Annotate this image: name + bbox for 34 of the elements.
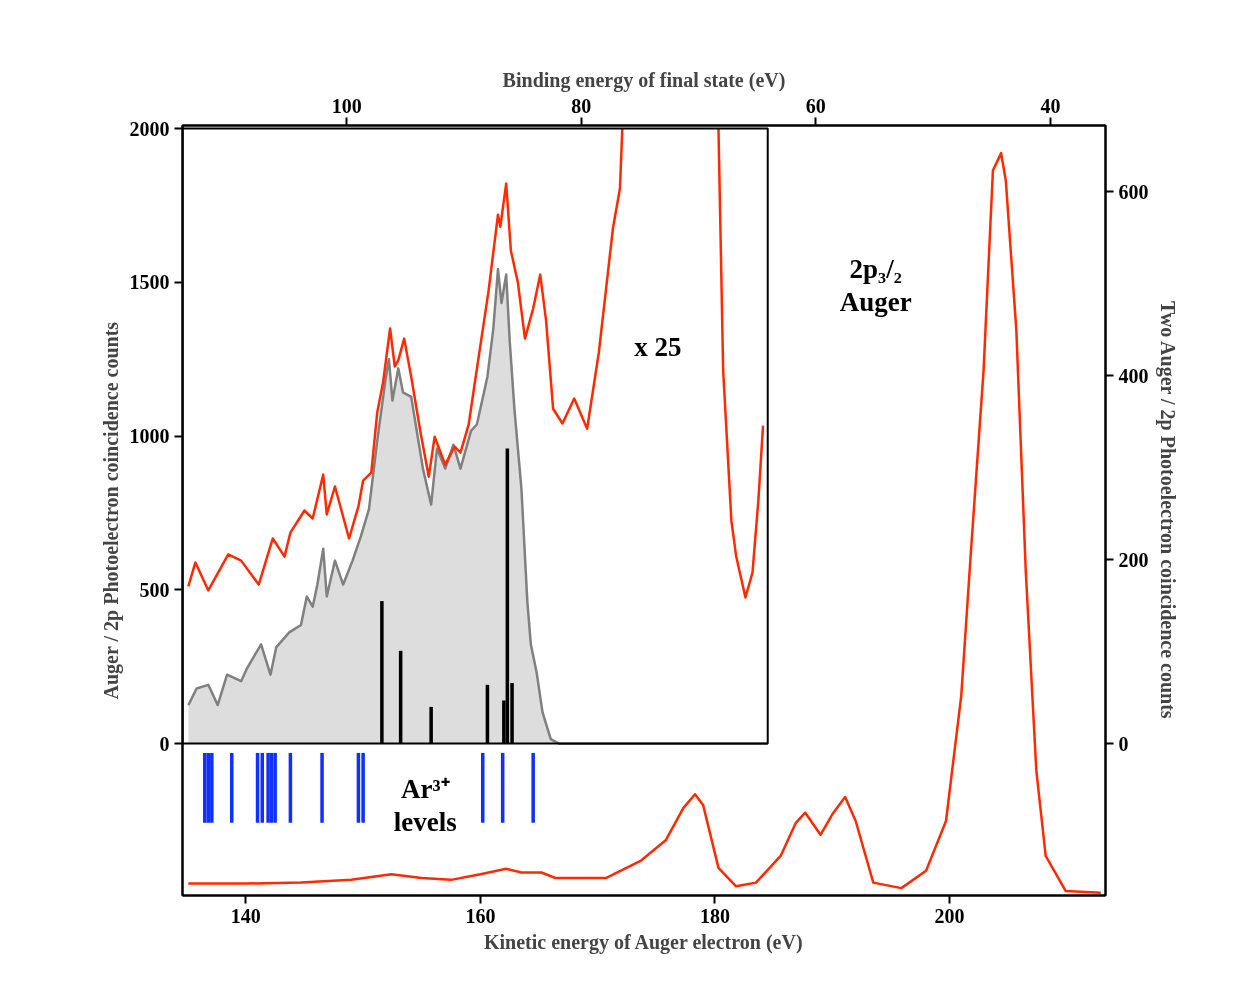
y2-tick-label: 0 [1118, 732, 1129, 755]
y-tick-label: 500 [139, 578, 170, 601]
bar [230, 752, 234, 823]
y-tick-label: 0 [159, 732, 170, 755]
x-axis-title: Kinetic energy of Auger electron (eV) [483, 930, 803, 954]
y-tick-label: 1500 [129, 271, 170, 294]
bar [203, 752, 207, 823]
annotation: x 25 [634, 332, 682, 363]
y2-axis-title: Two Auger / 2p Photoelectron coincidence counts [1155, 300, 1179, 719]
x-tick-label: 140 [230, 904, 261, 927]
annotation: 2p₃/₂ Auger [839, 254, 912, 318]
bar [320, 752, 324, 823]
x2-tick-label: 80 [571, 94, 592, 117]
y2-tick-label: 600 [1118, 180, 1149, 203]
y-axis-title: Auger / 2p Photoelectron coincidence counts [99, 321, 123, 700]
bar [210, 752, 214, 823]
y-tick-label: 1000 [129, 425, 170, 448]
line-series [187, 151, 1103, 894]
x2-tick-label: 40 [1040, 94, 1061, 117]
bar [361, 752, 365, 823]
bar [260, 752, 265, 823]
bar [273, 752, 277, 823]
y-tick-label: 2000 [129, 117, 170, 140]
y2-tick-label: 200 [1118, 548, 1149, 571]
annotation: Ar³⁺ levels [393, 773, 457, 837]
x-tick-label: 160 [465, 904, 496, 927]
x2-tick-label: 60 [805, 94, 826, 117]
x2-axis-title: Binding energy of final state (eV) [502, 68, 786, 92]
x-tick-label: 180 [699, 904, 730, 927]
y2-tick-label: 400 [1118, 364, 1149, 387]
x2-tick-label: 100 [331, 94, 362, 117]
bar [266, 752, 270, 823]
x-tick-label: 200 [934, 904, 965, 927]
bar [531, 752, 535, 823]
